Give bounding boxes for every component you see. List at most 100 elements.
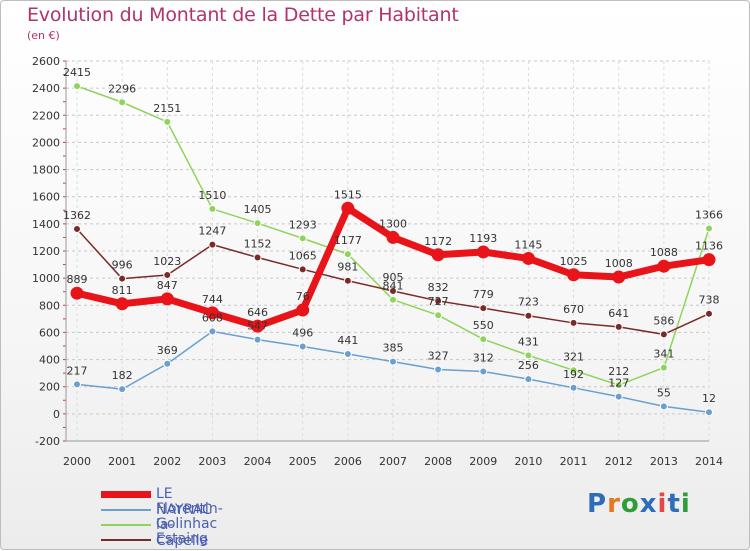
data-label: 212 <box>608 365 629 378</box>
data-label: 905 <box>383 271 404 284</box>
data-point <box>659 363 668 372</box>
data-point <box>389 295 397 304</box>
data-point <box>521 251 535 265</box>
data-label: 779 <box>473 288 494 301</box>
data-point <box>434 296 443 305</box>
x-tick-label: 2008 <box>424 455 452 468</box>
x-tick-label: 2014 <box>695 455 723 468</box>
data-label: 2415 <box>63 66 91 79</box>
legend-label: Florentin-la-Capelle <box>156 501 223 549</box>
data-point <box>479 367 488 376</box>
data-label: 1025 <box>560 255 588 268</box>
data-point <box>614 381 623 390</box>
data-point <box>253 335 262 344</box>
data-label: 1065 <box>289 249 317 262</box>
data-label: 341 <box>653 348 674 361</box>
data-point <box>659 402 668 411</box>
data-point <box>569 318 578 327</box>
y-tick-label: 1800 <box>32 164 60 177</box>
brand-letter: x <box>639 489 658 519</box>
chart-title: Evolution du Montant de la Dette par Hab… <box>27 4 459 26</box>
data-label: 217 <box>67 364 88 377</box>
legend-label: Golinhac <box>156 516 218 532</box>
data-label: 670 <box>563 303 584 316</box>
data-label: 1510 <box>198 189 226 202</box>
data-point <box>118 385 127 394</box>
data-point <box>298 234 307 243</box>
data-label: 723 <box>518 296 539 309</box>
data-point <box>253 253 262 262</box>
legend-swatch <box>101 509 151 511</box>
y-tick-label: 1600 <box>32 191 60 204</box>
y-tick-label: -200 <box>35 435 60 448</box>
data-label: 847 <box>157 279 178 292</box>
data-label: 385 <box>383 342 404 355</box>
data-point <box>479 304 488 313</box>
data-label: 1136 <box>695 240 723 253</box>
y-tick-label: 2000 <box>32 136 60 149</box>
data-point <box>298 265 307 274</box>
x-tick-label: 2012 <box>605 455 633 468</box>
data-label: 1172 <box>424 235 452 248</box>
data-point <box>208 204 217 213</box>
data-point <box>614 392 623 401</box>
y-tick-label: 400 <box>39 354 60 367</box>
data-point <box>386 230 400 244</box>
data-label: 1177 <box>334 234 362 247</box>
data-label: 327 <box>428 349 449 362</box>
data-point <box>115 297 129 311</box>
data-point <box>657 259 671 273</box>
brand-letter: r <box>607 489 621 519</box>
data-point <box>208 240 217 249</box>
data-point <box>705 224 713 233</box>
data-label: 312 <box>473 352 494 365</box>
data-point <box>476 245 490 259</box>
x-tick-label: 2005 <box>289 455 317 468</box>
brand-letter: o <box>620 489 640 519</box>
x-tick-label: 2011 <box>560 455 588 468</box>
data-point <box>163 117 172 126</box>
x-tick-label: 2004 <box>244 455 272 468</box>
data-point <box>569 366 578 375</box>
x-tick-label: 2007 <box>379 455 407 468</box>
data-point <box>343 250 352 259</box>
x-tick-label: 2010 <box>514 455 542 468</box>
data-point <box>253 219 262 228</box>
data-label: 727 <box>428 295 449 308</box>
y-tick-label: 1200 <box>32 245 60 258</box>
data-label: 1008 <box>605 257 633 270</box>
data-label: 1300 <box>379 217 407 230</box>
data-label: 431 <box>518 335 539 348</box>
data-label: 1293 <box>289 218 317 231</box>
data-point <box>524 351 533 360</box>
data-label: 811 <box>112 284 133 297</box>
y-tick-label: 200 <box>39 381 60 394</box>
data-point <box>343 276 352 285</box>
data-label: 182 <box>112 369 133 382</box>
data-point <box>118 98 127 107</box>
data-point <box>205 306 219 320</box>
brand-letter: i <box>657 489 668 519</box>
data-label: 2151 <box>153 102 181 115</box>
y-tick-label: 0 <box>53 408 60 421</box>
data-point <box>160 292 174 306</box>
data-point <box>389 287 397 296</box>
data-label: 1193 <box>469 232 497 245</box>
data-point <box>341 201 355 215</box>
data-label: 1152 <box>244 238 272 251</box>
brand-letter: P <box>587 489 608 519</box>
data-label: 369 <box>157 344 178 357</box>
data-point <box>524 375 533 384</box>
y-tick-label: 1400 <box>32 218 60 231</box>
data-label: 441 <box>337 334 358 347</box>
legend-label: Estaing <box>156 531 208 547</box>
data-label: 127 <box>608 377 629 390</box>
y-tick-label: 2400 <box>32 82 60 95</box>
data-point <box>73 225 81 234</box>
data-label: 1515 <box>334 188 362 201</box>
x-tick-label: 2013 <box>650 455 678 468</box>
data-point <box>612 270 626 284</box>
y-tick-label: 2200 <box>32 109 60 122</box>
data-point <box>434 365 443 374</box>
